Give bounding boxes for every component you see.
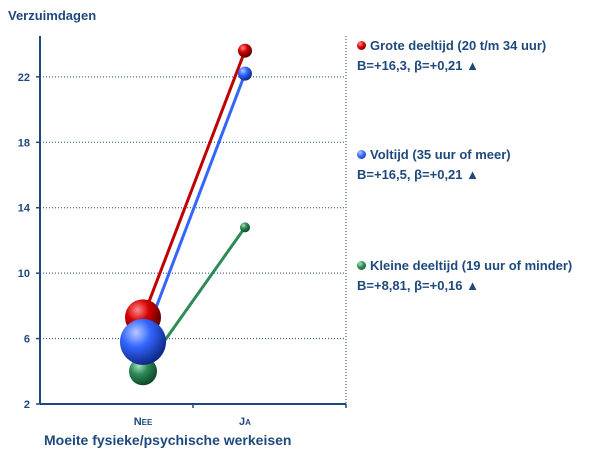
legend-item-voltijd: Voltijd (35 uur of meer) B=+16,5, β=+0,2… bbox=[357, 145, 511, 185]
legend-label-voltijd: Voltijd (35 uur of meer) bbox=[370, 147, 511, 162]
xtick-label-ja: JA bbox=[239, 416, 251, 428]
ytick-label-6: 6 bbox=[24, 334, 30, 346]
y-axis-label: Verzuimdagen bbox=[8, 8, 97, 23]
point-kleine-deeltijd-nee bbox=[129, 357, 157, 386]
point-kleine-deeltijd-ja bbox=[240, 222, 250, 233]
grid-lines bbox=[40, 36, 347, 404]
tick-labels: 2 6 10 14 18 22 NEE JA bbox=[18, 72, 251, 428]
ytick-label-18: 18 bbox=[18, 137, 30, 149]
series-line-grote-deeltijd bbox=[141, 49, 247, 319]
xtick-label-nee: NEE bbox=[134, 416, 153, 428]
ytick-label-10: 10 bbox=[18, 268, 30, 280]
legend-stats-grote-deeltijd: B=+16,3, β=+0,21 ▲ bbox=[357, 58, 479, 73]
ytick-label-14: 14 bbox=[18, 203, 31, 215]
x-axis-label: Moeite fysieke/psychische werkeisen bbox=[44, 432, 292, 448]
point-voltijd--ja bbox=[238, 66, 252, 81]
ytick-label-22: 22 bbox=[18, 72, 30, 84]
point-voltijd--nee bbox=[120, 318, 166, 365]
legend-label-grote-deeltijd: Grote deeltijd (20 t/m 34 uur) bbox=[370, 38, 547, 53]
axes bbox=[36, 36, 347, 408]
legend-item-kleine-deeltijd: Kleine deeltijd (19 uur of minder) B=+8,… bbox=[357, 256, 572, 296]
series-line-voltijd- bbox=[141, 72, 247, 344]
data-points bbox=[120, 43, 252, 386]
legend-label-kleine-deeltijd: Kleine deeltijd (19 uur of minder) bbox=[370, 258, 573, 273]
legend-marker-voltijd bbox=[357, 150, 366, 159]
point-grote-deeltijd-ja bbox=[238, 43, 252, 58]
ytick-label-2: 2 bbox=[24, 399, 30, 411]
legend-marker-kleine-deeltijd bbox=[357, 261, 366, 270]
legend-item-grote-deeltijd: Grote deeltijd (20 t/m 34 uur) B=+16,3, … bbox=[357, 36, 546, 76]
legend-marker-grote-deeltijd bbox=[357, 41, 366, 50]
legend-stats-kleine-deeltijd: B=+8,81, β=+0,16 ▲ bbox=[357, 278, 479, 293]
legend-stats-voltijd: B=+16,5, β=+0,21 ▲ bbox=[357, 167, 479, 182]
